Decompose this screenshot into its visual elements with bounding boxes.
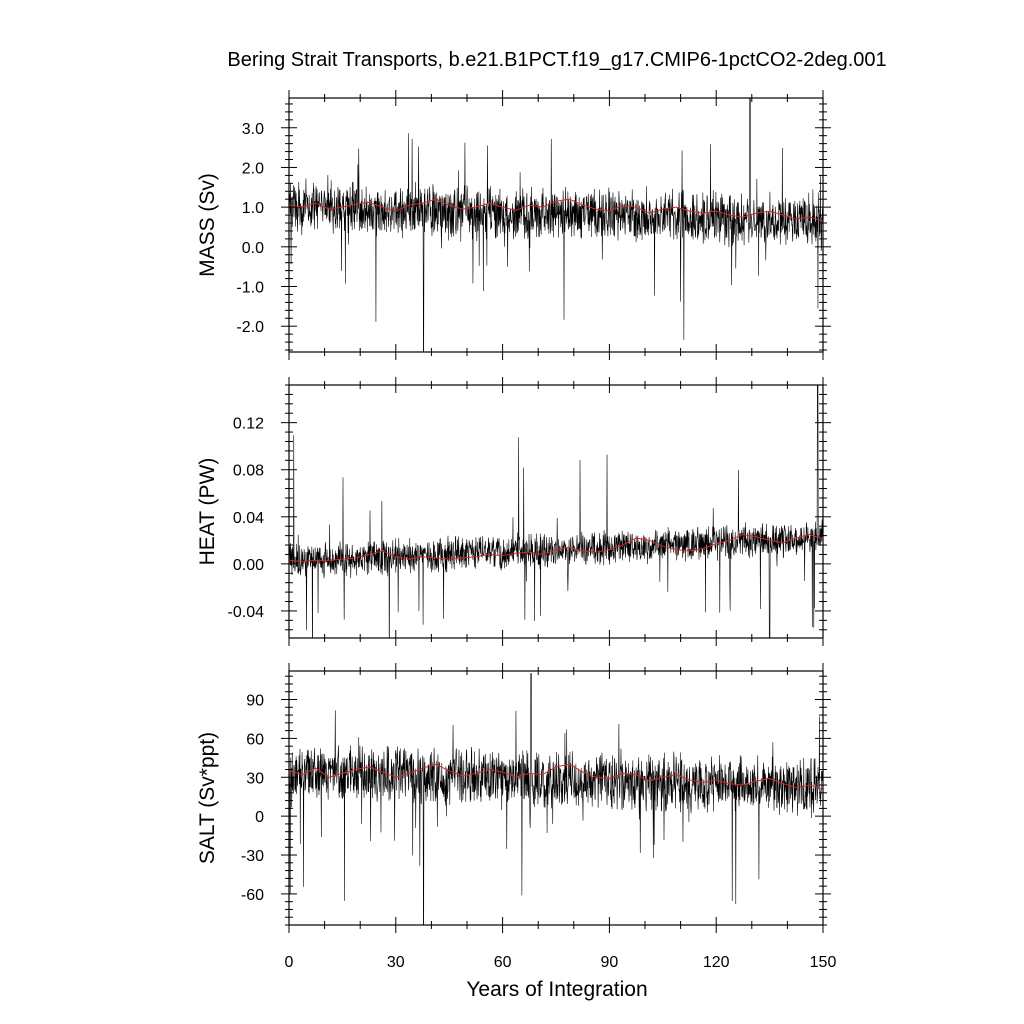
- panel-frame: [288, 97, 824, 353]
- y-axis-label: MASS (Sv): [196, 173, 219, 277]
- y-tick-label: 90: [246, 693, 264, 710]
- y-tick-label: 1.0: [242, 200, 264, 217]
- y-axis-label: HEAT (PW): [196, 458, 219, 566]
- panel-3: 90 60 30 0 -30 -60 SALT (Sv*ppt): [196, 663, 831, 933]
- raw-series-line: [289, 385, 823, 638]
- x-tick-label: 30: [387, 954, 405, 971]
- y-tick-label: 60: [246, 731, 264, 748]
- y-tick-label: 2.0: [242, 160, 264, 177]
- panel-frame: [288, 384, 824, 639]
- y-tick-label: 0.08: [233, 463, 264, 480]
- x-tick-label: 90: [601, 954, 619, 971]
- panels-group: 3.0 2.0 1.0 0.0 -1.0 -2.0 MASS (Sv) 0.12 0.08 0.0…: [196, 90, 836, 971]
- panel-1: 3.0 2.0 1.0 0.0 -1.0 -2.0 MASS (Sv): [196, 90, 831, 360]
- y-tick-label: -0.04: [228, 604, 265, 621]
- x-axis-label: Years of Integration: [466, 978, 647, 1001]
- y-tick-label: 0: [255, 809, 264, 826]
- y-tick-label: 0.12: [233, 416, 264, 433]
- y-tick-label: 30: [246, 770, 264, 787]
- y-tick-label: 3.0: [242, 121, 264, 138]
- y-tick-label: 0.04: [233, 510, 264, 527]
- y-tick-label: 0.0: [242, 240, 264, 257]
- chart-title: Bering Strait Transports, b.e21.B1PCT.f1…: [227, 49, 886, 71]
- smoothed-series-line: [289, 763, 823, 790]
- raw-series-line: [289, 673, 823, 925]
- y-tick-label: -2.0: [236, 319, 264, 336]
- smoothed-series-line: [289, 198, 823, 222]
- panel-frame: [288, 670, 824, 926]
- y-tick-label: -60: [241, 887, 264, 904]
- x-tick-label: 60: [494, 954, 512, 971]
- smoothed-series-line: [289, 533, 823, 563]
- x-tick-label: 0: [285, 954, 294, 971]
- y-tick-label: -30: [241, 848, 264, 865]
- y-axis-label: SALT (Sv*ppt): [196, 732, 219, 864]
- y-tick-label: -1.0: [236, 280, 264, 297]
- y-tick-label: 0.00: [233, 557, 264, 574]
- x-tick-label: 120: [703, 954, 730, 971]
- panel-2: 0.12 0.08 0.04 0.00 -0.04 HEAT (PW): [196, 377, 831, 646]
- x-tick-label: 150: [810, 954, 837, 971]
